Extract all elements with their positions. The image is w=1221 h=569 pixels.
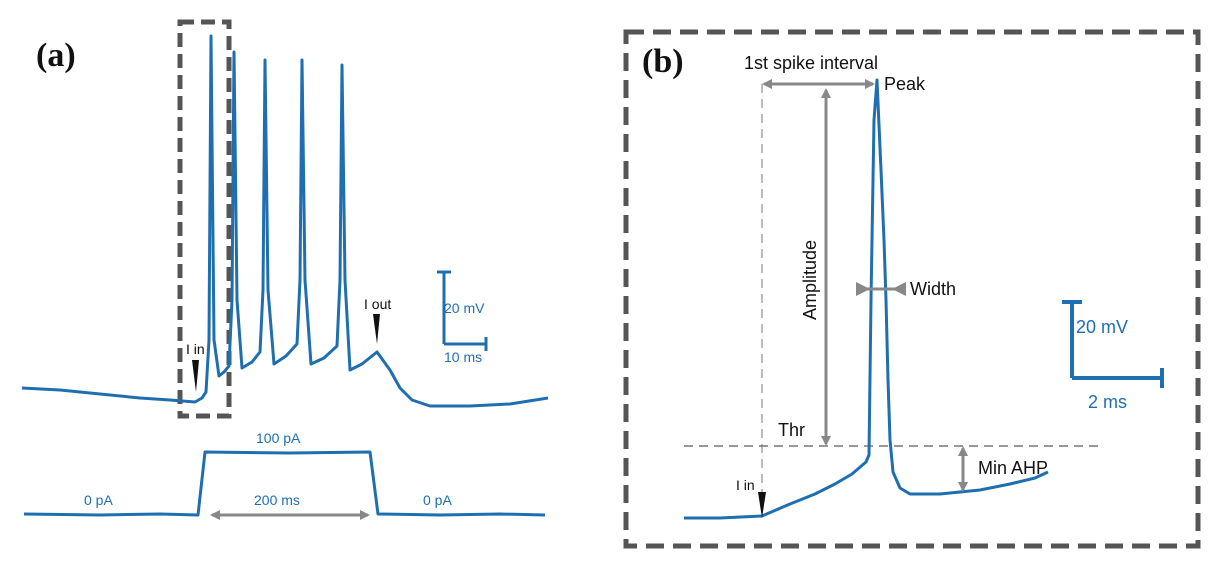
- panel-a-scale-bar: [437, 270, 488, 351]
- interval-label: 1st spike interval: [744, 53, 878, 73]
- amplitude-label: Amplitude: [800, 240, 820, 320]
- voltage-trace: [21, 34, 549, 408]
- i-in-label: I in: [186, 341, 205, 357]
- current-step-trace: [23, 450, 546, 517]
- i-out-label: I out: [364, 296, 391, 312]
- width-arrow: [856, 282, 906, 296]
- current-low-left-label: 0 pA: [84, 492, 113, 508]
- panel-b-scale-bar-time-label: 2 ms: [1088, 392, 1127, 412]
- min-ahp-label: Min AHP: [978, 458, 1048, 478]
- peak-label: Peak: [884, 74, 926, 94]
- panel-a: (a) I in I out 20 mV 10 ms 100 pA 0 pA 0…: [21, 19, 549, 520]
- current-low-right-label: 0 pA: [423, 492, 452, 508]
- width-label: Width: [910, 279, 956, 299]
- panel-b-frame: [623, 29, 1201, 549]
- scale-bar-voltage-label: 20 mV: [444, 300, 485, 316]
- spike-trace: [684, 78, 1049, 520]
- panel-b-scale-bar-voltage-label: 20 mV: [1076, 317, 1128, 337]
- duration-label: 200 ms: [254, 492, 300, 508]
- i-out-marker: [373, 314, 380, 344]
- i-in-marker: [192, 360, 199, 392]
- panel-b-i-in-label: I in: [736, 477, 755, 493]
- panel-b-i-in-marker: [758, 492, 766, 518]
- threshold-label: Thr: [778, 420, 805, 440]
- panel-b-label: (b): [642, 43, 684, 80]
- scale-bar-time-label: 10 ms: [444, 349, 482, 365]
- panel-a-label: (a): [36, 37, 76, 74]
- first-spike-highlight-box: [177, 19, 232, 419]
- panel-b-scale-bar: [1062, 300, 1164, 388]
- panel-b: (b) Thr Peak 1st spike interval Amplitud…: [623, 29, 1201, 549]
- current-high-label: 100 pA: [256, 430, 301, 446]
